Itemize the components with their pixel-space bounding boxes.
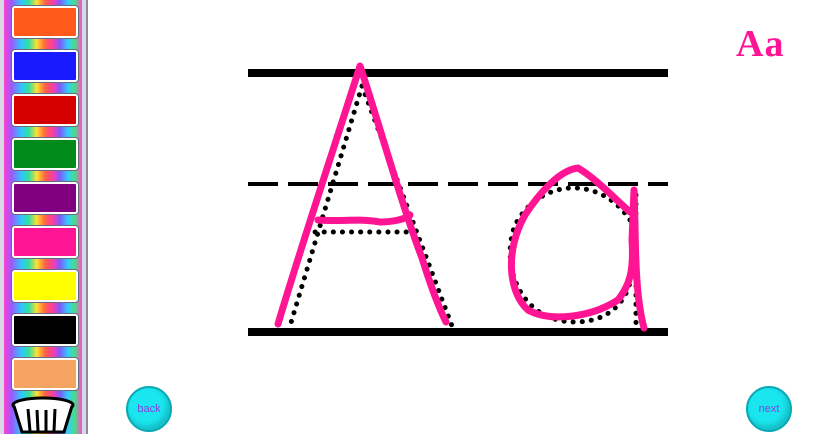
color-swatch[interactable] <box>12 358 78 390</box>
drawn-letter-a-stroke <box>507 164 648 332</box>
lesson-title: Aa <box>736 23 785 65</box>
color-swatch[interactable] <box>12 226 78 258</box>
color-swatch[interactable] <box>12 270 78 302</box>
color-swatch[interactable] <box>12 314 78 346</box>
color-swatch[interactable] <box>12 50 78 82</box>
color-swatch[interactable] <box>12 182 78 214</box>
color-swatch[interactable] <box>12 6 78 38</box>
color-palette <box>0 0 88 434</box>
next-button[interactable]: next <box>746 386 792 432</box>
color-swatch[interactable] <box>12 138 78 170</box>
drawn-letter-A-stroke <box>274 62 450 328</box>
color-swatch[interactable] <box>12 94 78 126</box>
trash-icon[interactable] <box>10 396 76 434</box>
back-button[interactable]: back <box>126 386 172 432</box>
